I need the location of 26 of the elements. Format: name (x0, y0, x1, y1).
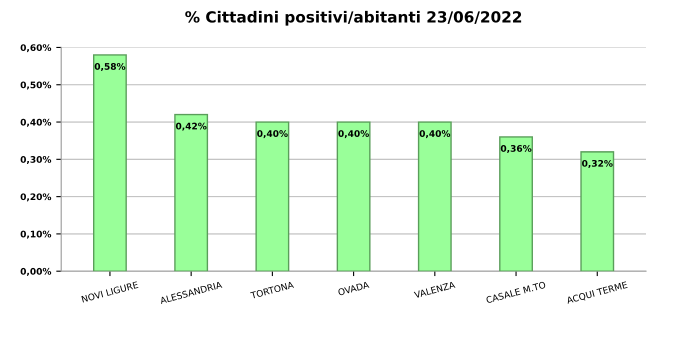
data-label: 0,40% (257, 130, 288, 138)
x-tick-label: CASALE M.TO (486, 281, 546, 304)
data-label: 0,58% (94, 63, 126, 71)
y-tick-label: 0,20% (20, 193, 52, 202)
bar (255, 121, 290, 272)
y-tick-label: 0,50% (20, 81, 52, 90)
bar (580, 151, 614, 272)
y-tick-label: 0,30% (20, 156, 52, 164)
data-label: 0,32% (582, 160, 613, 168)
x-tick-label: NOVI LIGURE (81, 281, 138, 303)
data-label: 0,40% (338, 130, 369, 138)
chart-title: % Cittadini positivi/abitanti 23/06/2022 (185, 10, 522, 26)
data-label: 0,42% (176, 122, 207, 131)
y-tick-label: 0,60% (20, 44, 52, 52)
data-label: 0,36% (500, 145, 532, 154)
x-tick-label: ACQUI TERME (566, 281, 628, 305)
bar (174, 114, 208, 272)
x-tick-label: OVADA (338, 281, 370, 296)
bar (92, 54, 127, 272)
bar (418, 121, 452, 272)
y-tick-label: 0,10% (20, 230, 52, 239)
bar (336, 121, 371, 272)
y-tick-label: 0,40% (20, 118, 52, 127)
data-label: 0,40% (420, 130, 450, 138)
y-tick-label: 0,00% (20, 268, 52, 276)
bar (499, 136, 533, 272)
